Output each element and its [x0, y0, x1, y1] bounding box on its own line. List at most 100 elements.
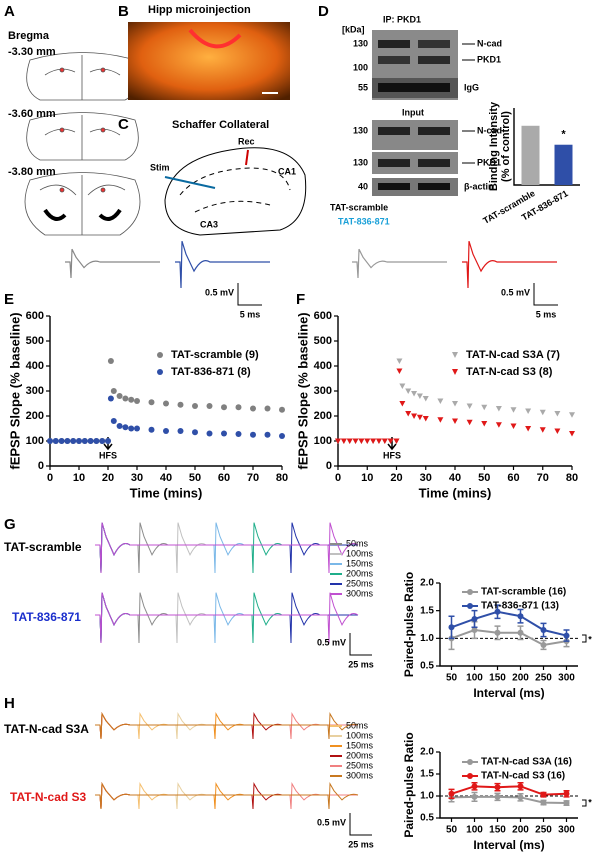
bar: [521, 125, 540, 185]
y-tick-label: 400: [314, 360, 332, 372]
marker: [393, 438, 400, 444]
marker: [554, 411, 561, 417]
legend-label: TAT-N-cad S3A (7): [466, 349, 560, 361]
c-title: Schaffer Collateral: [172, 119, 269, 131]
trace-legend-label: 50ms: [346, 538, 369, 548]
marker: [105, 438, 111, 444]
x-tick-label: 10: [361, 472, 373, 484]
marker: [134, 425, 140, 432]
a-section: -3.80 mm: [8, 166, 56, 178]
marker: [494, 629, 501, 636]
marker: [110, 418, 117, 424]
marker: [206, 403, 213, 409]
ppr-trace: [95, 782, 358, 810]
marker: [525, 408, 532, 414]
marker: [396, 358, 403, 364]
marker: [554, 428, 561, 434]
x-tick-label: 30: [131, 472, 143, 484]
y-tick-label: 200: [26, 410, 44, 422]
trace-row-label: TAT-N-cad S3A: [4, 722, 89, 736]
ppr-trace: [95, 522, 358, 574]
marker: [206, 430, 213, 437]
marker: [517, 629, 524, 636]
x-tick-label: 80: [276, 472, 288, 484]
y-tick-label: 1.0: [420, 791, 434, 802]
x-tick-label: 50: [189, 472, 201, 484]
trace-legend-label: 50ms: [346, 720, 369, 730]
y-tick-label: 2.0: [420, 578, 434, 589]
kda-marker: 55: [358, 82, 368, 92]
ppr-trace: [95, 712, 358, 740]
ppr-trace: [95, 712, 358, 740]
injection-site: [188, 28, 242, 49]
marker: [563, 632, 570, 639]
x-tick-label: 50: [478, 472, 490, 484]
marker: [352, 438, 359, 444]
a-section: -3.60 mm: [8, 108, 56, 120]
annotation: *: [561, 129, 566, 141]
marker: [93, 438, 100, 444]
y-tick-label: 500: [314, 335, 332, 347]
band-label: PKD1: [477, 157, 501, 167]
y-axis-label: Paired-pulse Ratio: [402, 572, 416, 677]
marker: [163, 428, 169, 434]
series-line: [451, 795, 567, 805]
kda-marker: 40: [358, 181, 368, 191]
sig-bracket: [582, 799, 587, 807]
trace-legend-label: 150ms: [346, 740, 374, 750]
marker: [411, 413, 418, 419]
kda-marker: 130: [353, 125, 368, 135]
annotation: *: [588, 634, 592, 644]
microinjection-image: [128, 22, 290, 100]
marker: [52, 438, 59, 444]
y-axis-label: fEPSP Slope (% baseline): [295, 312, 310, 469]
trace-legend-label: 100ms: [346, 730, 374, 740]
panel-label: D: [318, 3, 329, 20]
ppr-trace: [95, 782, 358, 810]
hippocampus-diagram: [164, 147, 307, 236]
marker: [76, 438, 82, 444]
marker: [370, 438, 377, 444]
ppr-trace: [95, 592, 358, 644]
kda-marker: 100: [353, 62, 368, 72]
trace-legend-label: 300ms: [346, 588, 374, 598]
ppr-trace: [95, 712, 358, 740]
marker: [510, 423, 517, 429]
ppr-trace: [95, 712, 359, 740]
blot-unit: [kDa]: [342, 24, 365, 34]
scale-label: 25 ms: [348, 839, 374, 849]
legend-marker: [467, 589, 473, 595]
kda-marker: 130: [353, 38, 368, 48]
x-tick-label: 100: [466, 825, 483, 836]
c-label: Rec: [238, 136, 255, 146]
fepsp-trace: [175, 241, 270, 289]
marker: [495, 422, 502, 428]
marker: [494, 608, 501, 615]
marker: [399, 383, 406, 389]
panel-label: G: [4, 516, 16, 533]
panel-label: A: [4, 3, 15, 20]
scale-label: 0.5 mV: [317, 637, 346, 647]
y-axis-label: Binding Intensity: [488, 101, 500, 191]
marker: [364, 438, 371, 444]
panel-label: E: [4, 291, 14, 308]
trace-legend-label: 300ms: [346, 770, 374, 780]
band-label: N-cad: [477, 125, 502, 135]
series-line: [451, 610, 567, 637]
marker: [375, 438, 382, 444]
marker: [235, 404, 242, 411]
marker: [64, 438, 71, 444]
legend-marker: [452, 352, 458, 358]
ppr-trace: [95, 782, 358, 810]
marker: [235, 431, 242, 437]
marker: [221, 430, 227, 437]
bar: [554, 144, 573, 185]
x-tick-label: 300: [558, 825, 575, 836]
panel-label: H: [4, 695, 15, 712]
marker: [539, 409, 546, 416]
sig-bracket: [582, 634, 587, 643]
ppr-trace: [95, 712, 358, 740]
trace-row-label: TAT-scramble: [4, 540, 82, 554]
a-section: -3.30 mm: [8, 46, 56, 58]
x-tick-label: 20: [102, 472, 114, 484]
